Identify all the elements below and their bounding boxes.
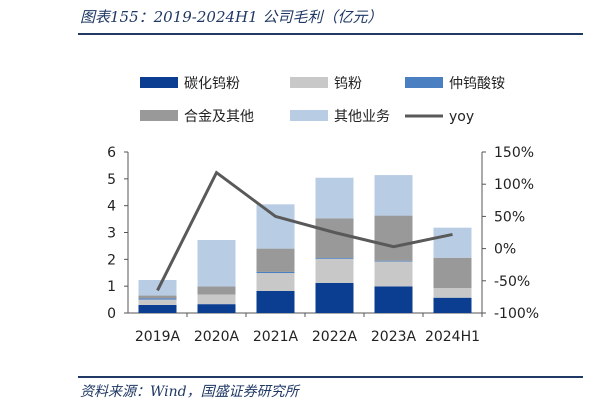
y-left-tick-label: 0 <box>107 306 116 322</box>
y-left-tick-label: 2 <box>107 252 116 268</box>
y-right-tick-label: 50% <box>494 209 525 225</box>
chart-title: 图表155：2019-2024H1 公司毛利（亿元） <box>80 8 383 26</box>
legend-label: 碳化钨粉 <box>184 76 240 92</box>
bar-segment <box>197 304 236 313</box>
bar-segment <box>256 248 295 272</box>
bar-segment <box>374 260 413 262</box>
y-left-tick-label: 1 <box>107 279 116 295</box>
bar-segment <box>256 273 295 291</box>
bar-segment <box>197 286 236 295</box>
y-right-tick-label: -50% <box>494 274 530 290</box>
bar-segment <box>315 257 354 259</box>
legend-label: 仲钨酸铵 <box>449 76 505 92</box>
y-left-tick-label: 3 <box>107 226 116 242</box>
bar-segment <box>433 257 472 289</box>
x-tick-label: 2019A <box>135 329 181 345</box>
legend-swatch <box>405 77 443 88</box>
yoy-line <box>156 170 453 292</box>
bar-segment <box>138 298 177 300</box>
bar-segment <box>315 282 354 313</box>
bar-segment <box>256 290 295 313</box>
bar-segment <box>374 175 413 216</box>
y-right-tick-label: 0% <box>494 242 516 258</box>
legend-swatch <box>140 77 178 88</box>
legend-label: 钨粉 <box>334 76 362 92</box>
x-tick-label: 2020A <box>194 329 240 345</box>
bar-segment <box>433 227 472 258</box>
y-right-tick-label: 100% <box>494 177 534 193</box>
x-tick-label: 2022A <box>312 329 358 345</box>
y-left-tick-label: 5 <box>107 172 116 188</box>
legend-label: yoy <box>449 109 474 125</box>
y-left-tick-label: 4 <box>107 199 116 215</box>
x-tick-label: 2021A <box>253 329 299 345</box>
bar-segment <box>256 204 295 249</box>
bar-segment <box>433 297 472 313</box>
bar-segment <box>374 261 413 287</box>
legend-label: 合金及其他 <box>184 109 254 125</box>
source-note: 资料来源：Wind，国盛证券研究所 <box>80 384 299 400</box>
bar-segment <box>374 286 413 313</box>
y-right-tick-label: -100% <box>494 306 539 322</box>
legend-label: 其他业务 <box>334 109 390 125</box>
y-right-tick-label: 150% <box>494 145 534 161</box>
bar-segment <box>315 218 354 258</box>
legend-swatch <box>290 110 328 121</box>
x-tick-label: 2024H1 <box>425 329 480 345</box>
y-left-tick-label: 6 <box>107 145 116 161</box>
bar-segment <box>138 299 177 305</box>
title-divider <box>78 33 583 35</box>
bar-segment <box>197 294 236 305</box>
legend-swatch <box>290 77 328 88</box>
bar-segment <box>197 240 236 287</box>
bar-segment <box>315 177 354 219</box>
x-tick-label: 2023A <box>371 329 417 345</box>
source-divider <box>78 376 583 378</box>
bar-segment <box>138 295 177 299</box>
bar-segment <box>138 304 177 313</box>
bar-segment <box>433 288 472 298</box>
bar-segment <box>315 258 354 283</box>
legend-swatch <box>140 110 178 121</box>
bar-segment <box>256 271 295 274</box>
bar-segment <box>374 215 413 261</box>
